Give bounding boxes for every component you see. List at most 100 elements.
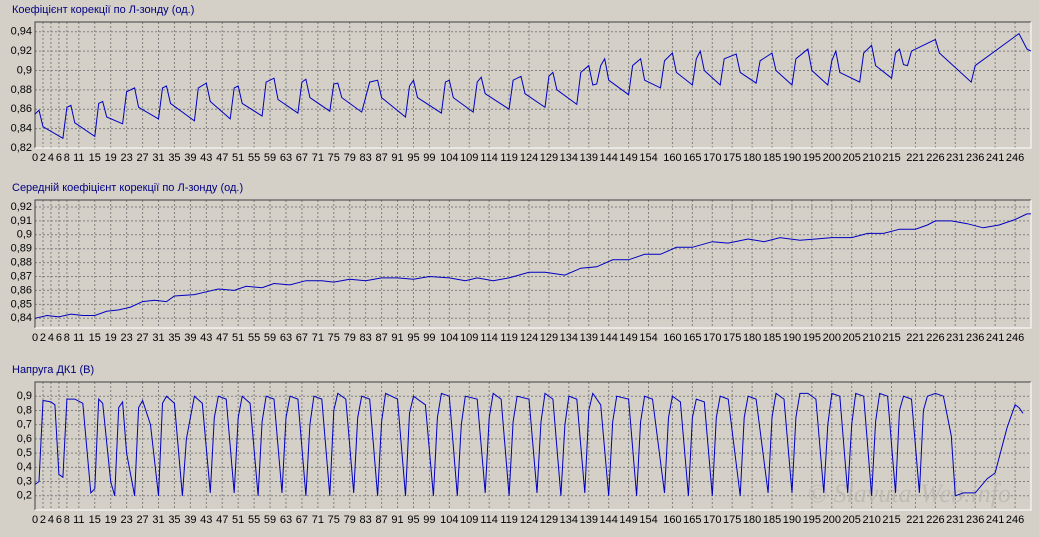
y-tick-label: 0,92 bbox=[11, 45, 32, 57]
x-tick-label: 246 bbox=[1006, 152, 1024, 164]
x-tick-label: 39 bbox=[184, 332, 196, 344]
x-tick-label: 67 bbox=[296, 332, 308, 344]
x-tick-label: 104 bbox=[440, 152, 458, 164]
chart-title: Середній коефіцієнт корекції по Л-зонду … bbox=[12, 182, 243, 194]
x-tick-label: 6 bbox=[56, 332, 62, 344]
x-tick-label: 55 bbox=[248, 332, 260, 344]
x-tick-label: 99 bbox=[423, 332, 435, 344]
y-tick-label: 0,84 bbox=[11, 312, 32, 324]
x-tick-label: 95 bbox=[407, 152, 419, 164]
x-tick-label: 165 bbox=[683, 152, 701, 164]
x-tick-label: 205 bbox=[843, 152, 861, 164]
x-tick-label: 87 bbox=[375, 332, 387, 344]
x-tick-label: 236 bbox=[966, 514, 984, 526]
x-tick-label: 71 bbox=[312, 514, 324, 526]
y-tick-label: 0,86 bbox=[11, 103, 32, 115]
plot-area bbox=[35, 200, 1031, 328]
x-tick-label: 215 bbox=[882, 332, 900, 344]
x-tick-label: 175 bbox=[723, 152, 741, 164]
y-tick-label: 0,82 bbox=[11, 142, 32, 154]
data-line bbox=[34, 213, 1031, 319]
x-tick-label: 185 bbox=[763, 332, 781, 344]
chart-title: Напруга ДК1 (В) bbox=[12, 364, 94, 376]
x-tick-label: 119 bbox=[500, 152, 518, 164]
x-tick-label: 47 bbox=[216, 332, 228, 344]
x-tick-label: 59 bbox=[264, 332, 276, 344]
x-tick-label: 75 bbox=[328, 152, 340, 164]
x-tick-label: 231 bbox=[946, 332, 964, 344]
x-tick-label: 170 bbox=[703, 332, 721, 344]
x-tick-label: 124 bbox=[520, 514, 538, 526]
x-tick-label: 226 bbox=[926, 152, 944, 164]
watermark: © Slavuta-Web.info bbox=[807, 479, 1011, 508]
y-tick-label: 0,4 bbox=[17, 461, 32, 473]
x-tick-label: 43 bbox=[200, 332, 212, 344]
x-tick-label: 160 bbox=[663, 152, 681, 164]
plot-border bbox=[34, 21, 1031, 148]
x-tick-label: 221 bbox=[906, 152, 924, 164]
y-tick-label: 0,88 bbox=[11, 257, 32, 269]
x-tick-label: 79 bbox=[344, 332, 356, 344]
x-tick-label: 0 bbox=[32, 332, 38, 344]
x-tick-label: 114 bbox=[480, 514, 498, 526]
x-tick-label: 43 bbox=[200, 152, 212, 164]
x-tick-label: 51 bbox=[232, 332, 244, 344]
plot-border bbox=[35, 382, 1032, 511]
x-tick-label: 35 bbox=[168, 514, 180, 526]
x-tick-label: 43 bbox=[200, 514, 212, 526]
x-tick-label: 170 bbox=[703, 514, 721, 526]
x-tick-label: 99 bbox=[423, 514, 435, 526]
x-tick-label: 195 bbox=[803, 332, 821, 344]
x-tick-label: 134 bbox=[560, 514, 578, 526]
y-tick-label: 0,9 bbox=[17, 390, 32, 402]
x-tick-label: 190 bbox=[783, 152, 801, 164]
x-tick-label: 91 bbox=[391, 332, 403, 344]
x-tick-label: 134 bbox=[560, 152, 578, 164]
x-tick-label: 241 bbox=[986, 514, 1004, 526]
x-tick-label: 149 bbox=[619, 332, 637, 344]
x-tick-label: 119 bbox=[500, 332, 518, 344]
x-tick-label: 104 bbox=[440, 332, 458, 344]
x-tick-label: 170 bbox=[703, 152, 721, 164]
x-tick-label: 231 bbox=[946, 152, 964, 164]
x-tick-label: 2 bbox=[40, 514, 46, 526]
x-tick-label: 119 bbox=[500, 514, 518, 526]
y-tick-label: 0,8 bbox=[17, 404, 32, 416]
x-tick-label: 129 bbox=[540, 514, 558, 526]
x-tick-label: 2 bbox=[40, 152, 46, 164]
x-tick-label: 180 bbox=[743, 514, 761, 526]
x-tick-label: 35 bbox=[168, 152, 180, 164]
x-tick-label: 87 bbox=[375, 152, 387, 164]
plot-border bbox=[34, 199, 1031, 328]
x-tick-label: 144 bbox=[600, 332, 618, 344]
x-tick-label: 99 bbox=[423, 152, 435, 164]
x-tick-label: 215 bbox=[882, 152, 900, 164]
x-tick-label: 67 bbox=[296, 152, 308, 164]
x-tick-label: 95 bbox=[407, 332, 419, 344]
x-tick-label: 87 bbox=[375, 514, 387, 526]
plot-border bbox=[35, 200, 1032, 329]
x-tick-label: 149 bbox=[619, 514, 637, 526]
x-tick-label: 8 bbox=[64, 152, 70, 164]
x-tick-label: 154 bbox=[639, 332, 657, 344]
x-tick-label: 63 bbox=[280, 514, 292, 526]
x-tick-label: 4 bbox=[48, 514, 54, 526]
x-tick-label: 144 bbox=[600, 152, 618, 164]
x-tick-label: 200 bbox=[823, 152, 841, 164]
x-tick-label: 11 bbox=[73, 332, 84, 344]
x-tick-label: 4 bbox=[48, 332, 54, 344]
x-tick-label: 241 bbox=[986, 332, 1004, 344]
plot-border bbox=[34, 381, 1031, 510]
x-tick-label: 91 bbox=[391, 514, 403, 526]
x-tick-label: 180 bbox=[743, 332, 761, 344]
x-tick-label: 55 bbox=[248, 514, 260, 526]
x-tick-label: 139 bbox=[580, 152, 598, 164]
x-tick-label: 31 bbox=[152, 514, 164, 526]
x-tick-label: 221 bbox=[906, 514, 924, 526]
x-tick-label: 185 bbox=[763, 514, 781, 526]
x-tick-label: 15 bbox=[89, 332, 101, 344]
x-tick-label: 91 bbox=[391, 152, 403, 164]
x-tick-label: 175 bbox=[723, 332, 741, 344]
